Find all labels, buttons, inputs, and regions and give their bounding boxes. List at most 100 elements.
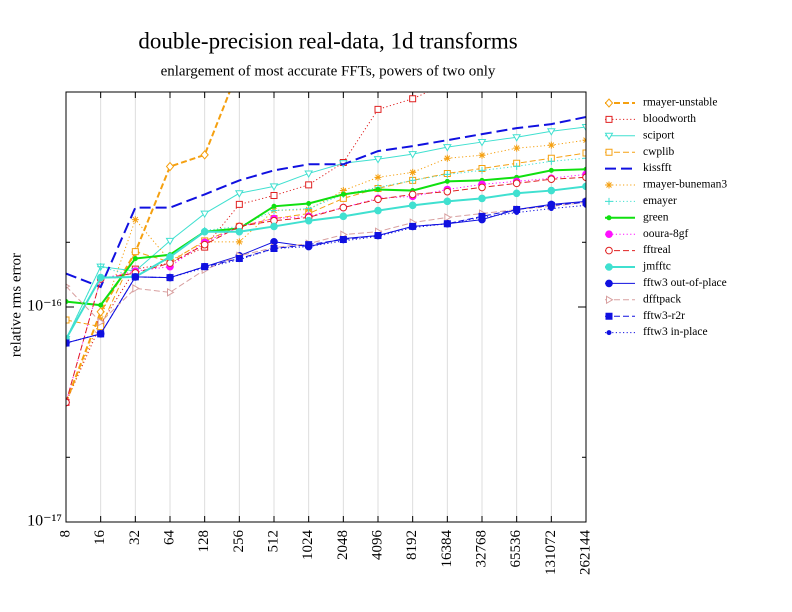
series-line <box>66 201 586 323</box>
marker <box>236 257 242 263</box>
marker <box>409 95 417 103</box>
x-tick-label: 64 <box>161 530 177 546</box>
x-tick-label: 16384 <box>439 530 455 568</box>
legend-label: fftw3 in-place <box>643 326 708 338</box>
marker <box>234 190 244 198</box>
marker <box>546 128 556 136</box>
legend-label: emayer <box>643 195 677 207</box>
marker <box>374 105 382 113</box>
marker <box>375 233 381 239</box>
marker <box>306 244 312 250</box>
marker <box>513 162 521 170</box>
marker <box>132 274 138 280</box>
marker <box>270 222 278 231</box>
marker <box>514 210 520 216</box>
marker <box>582 154 586 162</box>
legend-item: green <box>605 211 669 223</box>
marker <box>200 227 209 236</box>
marker <box>269 183 279 191</box>
legend-item: kissfft <box>605 162 672 174</box>
marker <box>98 331 104 337</box>
marker <box>442 144 452 152</box>
marker <box>373 156 383 164</box>
legend-item: emayer <box>605 195 677 207</box>
marker <box>605 148 613 156</box>
marker <box>132 284 140 293</box>
marker <box>166 259 174 267</box>
marker <box>306 200 312 206</box>
marker <box>271 203 277 209</box>
x-tick-label: 32768 <box>473 530 489 568</box>
marker <box>340 238 346 244</box>
marker <box>408 201 417 210</box>
marker <box>547 141 555 149</box>
legend-label: dfftpack <box>643 293 681 305</box>
marker <box>547 157 555 165</box>
marker <box>131 248 139 256</box>
marker <box>478 151 486 159</box>
x-tick-label: 32 <box>127 530 143 545</box>
marker <box>409 176 417 184</box>
series-line <box>66 185 586 340</box>
chart-subtitle: enlargement of most accurate FFTs, power… <box>161 63 496 79</box>
marker <box>339 212 348 221</box>
marker <box>165 237 175 246</box>
legend-item: fftw3-r2r <box>605 310 685 322</box>
x-tick-label: 8192 <box>404 530 420 560</box>
x-tick-label: 256 <box>231 530 247 553</box>
marker <box>167 287 175 297</box>
marker <box>606 295 614 305</box>
marker <box>66 316 70 324</box>
x-tick-label: 1024 <box>300 530 316 561</box>
marker <box>202 265 208 271</box>
marker <box>548 167 554 173</box>
marker <box>604 132 614 141</box>
legend-label: jmfftc <box>642 261 671 273</box>
legend-item: fftreal <box>605 244 671 256</box>
marker <box>444 178 450 184</box>
marker <box>340 191 346 197</box>
legend-label: cwplib <box>643 146 675 158</box>
legend-label: ooura-8gf <box>643 228 689 240</box>
marker <box>409 168 417 176</box>
x-tick-label: 4096 <box>369 530 385 561</box>
marker <box>605 181 613 189</box>
series-line <box>66 168 586 307</box>
series-line <box>66 204 586 344</box>
x-tick-label: 512 <box>265 530 281 553</box>
marker <box>305 181 313 189</box>
legend-label: bloodworth <box>643 113 696 125</box>
y-tick-label: 10⁻¹⁶ <box>27 298 62 315</box>
marker <box>605 279 613 288</box>
series-line <box>66 92 429 403</box>
x-tick-label: 8 <box>57 530 73 538</box>
marker <box>478 183 486 192</box>
series-line <box>66 173 586 403</box>
marker <box>131 216 139 224</box>
marker <box>581 124 586 132</box>
legend-item: rmayer-unstable <box>604 97 718 109</box>
y-axis-label: relative rms error <box>8 253 24 357</box>
marker <box>98 302 104 308</box>
marker <box>443 187 452 196</box>
marker <box>478 194 486 203</box>
marker <box>606 215 612 221</box>
legend-label: kissfft <box>643 162 672 174</box>
marker <box>477 139 487 147</box>
marker <box>374 206 382 215</box>
x-tick-label: 262144 <box>577 530 593 576</box>
marker <box>235 200 243 208</box>
legend-label: rmayer-buneman3 <box>643 179 727 191</box>
x-tick-label: 65536 <box>508 530 524 568</box>
series-line <box>66 92 231 403</box>
x-tick-label: 128 <box>196 530 212 553</box>
marker <box>605 115 613 123</box>
legend-item: rmayer-buneman3 <box>605 179 727 191</box>
marker <box>444 213 452 222</box>
legend-item: sciport <box>604 129 675 141</box>
legend-item: ooura-8gf <box>605 228 689 240</box>
marker <box>97 315 105 323</box>
marker <box>305 205 313 213</box>
marker <box>339 187 347 195</box>
